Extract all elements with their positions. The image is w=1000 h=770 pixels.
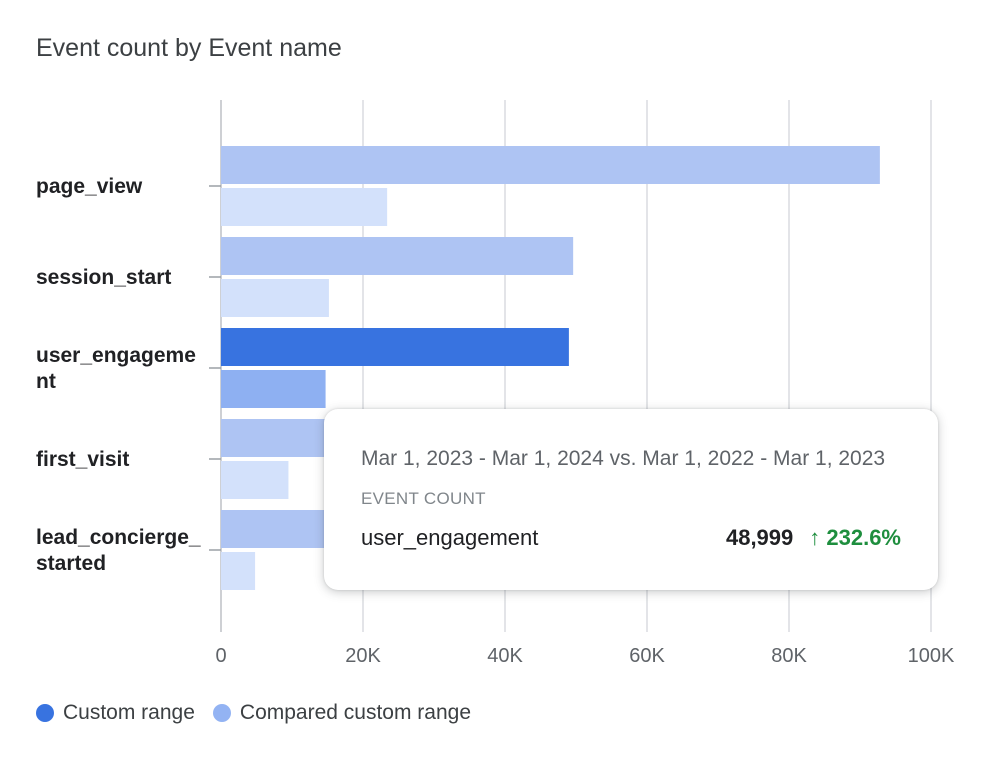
legend-item-compared-range[interactable]: Compared custom range — [212, 701, 472, 725]
category-label: session_start — [36, 266, 171, 289]
bar-custom-range — [221, 419, 328, 457]
tooltip-metric-label: EVENT COUNT — [361, 489, 486, 508]
bar-custom-range — [221, 510, 328, 548]
bar-custom-range — [221, 328, 569, 366]
bar-compared-range — [221, 370, 326, 408]
x-tick-label: 100K — [908, 645, 955, 667]
legend-item-custom-range[interactable]: Custom range — [36, 701, 195, 725]
tooltip-event-name: user_engagement — [361, 525, 539, 550]
bar-compared-range — [221, 279, 329, 317]
x-tick-label: 20K — [345, 645, 381, 667]
chart-tooltip: Mar 1, 2023 - Mar 1, 2024 vs. Mar 1, 202… — [324, 409, 938, 590]
legend-swatch-custom-range — [36, 704, 54, 722]
category-label: lead_concierge_ started — [36, 526, 201, 575]
chart-title: Event count by Event name — [36, 34, 342, 62]
category-label: page_view — [36, 175, 143, 198]
x-tick-label: 80K — [771, 645, 807, 667]
bar-compared-range — [221, 552, 256, 590]
legend-label-compared-range: Compared custom range — [239, 701, 472, 724]
x-tick-label: 60K — [629, 645, 665, 667]
chart-legend: Custom range Compared custom range — [36, 701, 489, 725]
bar-custom-range — [221, 237, 574, 275]
bar-custom-range — [221, 146, 880, 184]
category-label: user_engageme nt — [36, 344, 196, 393]
x-tick-label: 40K — [487, 645, 523, 667]
legend-label-custom-range: Custom range — [63, 701, 195, 724]
bar-compared-range — [221, 461, 289, 499]
tooltip-date-range: Mar 1, 2023 - Mar 1, 2024 vs. Mar 1, 202… — [361, 447, 886, 470]
bar-chart: 0 20K 40K 60K 80K 100K page_view session_startu… — [36, 100, 955, 667]
bar-compared-range — [221, 188, 388, 226]
category-label: first_visit — [36, 448, 129, 471]
x-tick-label: 0 — [215, 645, 226, 667]
tooltip-value: 48,999 — [725, 525, 794, 550]
tooltip-change: ↑ 232.6% — [809, 525, 901, 550]
legend-swatch-compared-range — [212, 704, 231, 722]
tooltip-row: user_engagement 48,999 ↑ 232.6% — [361, 525, 901, 551]
